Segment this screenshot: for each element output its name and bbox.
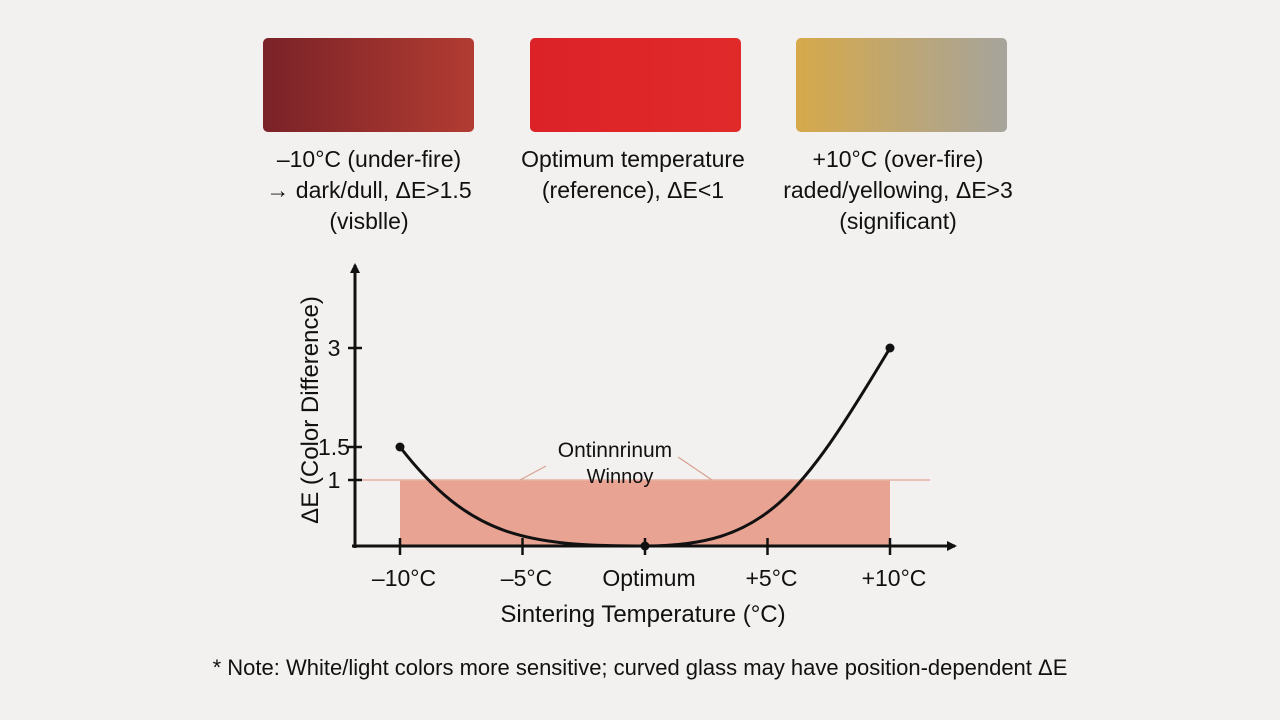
y-axis-label: ΔE (Color Difference) [297, 296, 324, 524]
x-tick-label: –5°C [501, 565, 552, 591]
x-tick-label: –10°C [372, 565, 436, 591]
optimum-color-swatch [530, 38, 741, 132]
over-fire-caption: +10°C (over-fire) raded/yellowing, ΔE>3 … [748, 144, 1048, 237]
under-fire-color-swatch [263, 38, 474, 132]
caption-line: raded/yellowing, ΔE>3 [783, 177, 1013, 203]
x-tick-label: +5°C [745, 565, 797, 591]
y-tick-label: 1 [328, 467, 341, 493]
data-point [640, 541, 650, 551]
window-label-pointer [677, 456, 713, 481]
caption-line: Optimum temperature [521, 146, 745, 172]
window-label: Winnoy [587, 466, 654, 488]
optimum-window-band [400, 480, 890, 546]
x-axis-label: Sintering Temperature (°C) [500, 601, 785, 628]
y-tick-label: 3 [328, 335, 341, 361]
caption-line: (significant) [839, 208, 957, 234]
window-label: Ontinnrinum [558, 439, 672, 462]
y-tick-label: 1.5 [318, 434, 350, 460]
optimum-caption: Optimum temperature (reference), ΔE<1 [483, 144, 783, 206]
caption-line: –10°C (under-fire) [276, 146, 462, 172]
window-label-pointer [519, 465, 547, 481]
over-fire-color-swatch [796, 38, 1007, 132]
data-point [885, 343, 895, 353]
footnote: * Note: White/light colors more sensitiv… [212, 655, 1068, 680]
under-fire-caption: –10°C (under-fire) → dark/dull, ΔE>1.5 (… [219, 144, 519, 237]
caption-line: (visblle) [329, 208, 409, 234]
caption-line: (reference), ΔE<1 [541, 177, 725, 203]
data-point [395, 442, 405, 452]
caption-line: → dark/dull, ΔE>1.5 [266, 177, 472, 203]
x-tick-label: Optimum [602, 565, 695, 591]
x-tick-label: +10°C [862, 565, 927, 591]
caption-line: +10°C (over-fire) [812, 146, 984, 172]
